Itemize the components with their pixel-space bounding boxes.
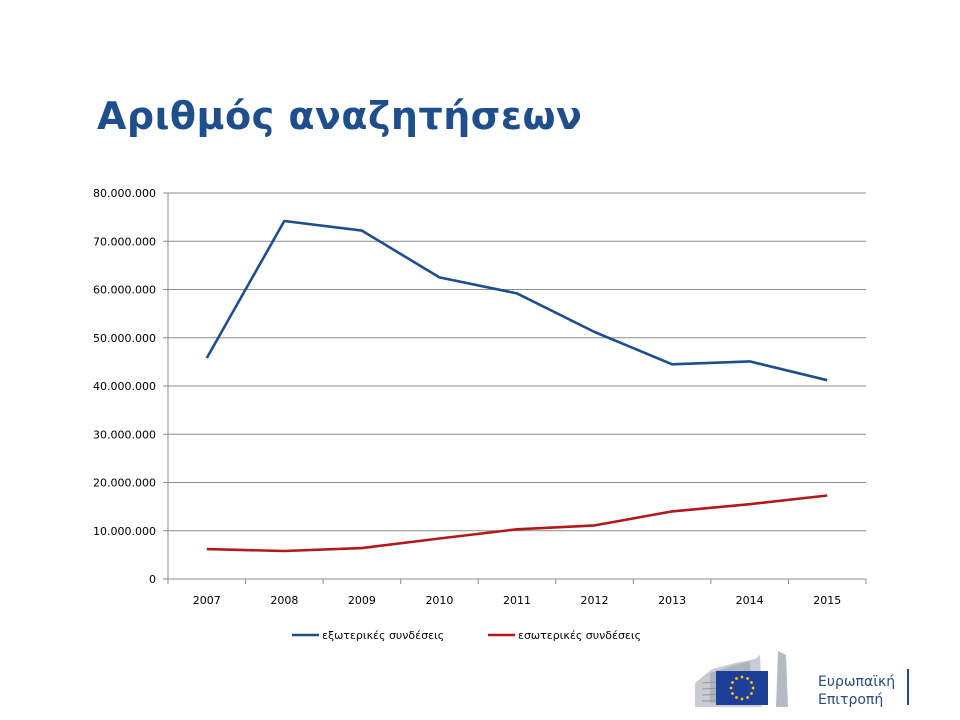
flag-star-icon xyxy=(729,686,733,690)
chart-series xyxy=(205,219,828,553)
x-tick-label: 2012 xyxy=(581,594,609,607)
flag-star-icon xyxy=(740,675,744,679)
flag-star-icon xyxy=(746,677,749,680)
chart-legend: εξωτερικές συνδέσεις εσωτερικές συνδέσεις xyxy=(292,629,641,642)
flag-star-icon xyxy=(735,696,738,699)
y-tick-label: 20.000.000 xyxy=(93,477,156,490)
slide-title: Αριθμός αναζητήσεων xyxy=(97,94,583,138)
x-axis-ticks: 2007 2008 2009 2010 2011 2012 2013 2014 2015 xyxy=(167,579,867,607)
y-tick-label: 60.000.000 xyxy=(93,284,156,297)
series-line-2 xyxy=(206,494,828,553)
x-tick-label: 2011 xyxy=(503,594,531,607)
y-tick-label: 40.000.000 xyxy=(93,380,156,393)
x-tick-label: 2007 xyxy=(193,594,221,607)
flag-star-icon xyxy=(731,681,734,684)
x-tick-label: 2009 xyxy=(348,594,376,607)
y-tick-label: 10.000.000 xyxy=(93,525,156,538)
x-tick-label: 2008 xyxy=(270,594,298,607)
flag-star-icon xyxy=(750,681,753,684)
logo-line-2: Επιτροπή xyxy=(818,692,883,708)
y-tick-label: 30.000.000 xyxy=(93,428,156,441)
x-tick-label: 2015 xyxy=(813,594,841,607)
y-tick-label: 70.000.000 xyxy=(93,235,156,248)
flag-star-icon xyxy=(740,697,744,701)
x-tick-label: 2013 xyxy=(658,594,686,607)
y-tick-label: 50.000.000 xyxy=(93,332,156,345)
flag-star-icon xyxy=(746,696,749,699)
logo-line-1: Ευρωπαϊκή xyxy=(818,674,895,690)
eu-flag-icon xyxy=(716,671,768,705)
x-tick-label: 2010 xyxy=(425,594,453,607)
y-tick-label: 0 xyxy=(149,573,156,586)
chart-gridlines xyxy=(168,192,866,532)
y-axis-ticks: 0 10.000.000 20.000.000 30.000.000 40.000.00… xyxy=(93,187,168,586)
x-tick-label: 2014 xyxy=(736,594,764,607)
y-tick-label: 80.000.000 xyxy=(93,187,156,200)
legend-label-2: εσωτερικές συνδέσεις xyxy=(518,629,641,642)
european-commission-logo: Ευρωπαϊκή Επιτροπή xyxy=(695,651,909,708)
flag-star-icon xyxy=(750,692,753,695)
flag-star-icon xyxy=(735,677,738,680)
series-line-1 xyxy=(205,219,828,382)
flag-star-icon xyxy=(751,686,755,690)
legend-label-1: εξωτερικές συνδέσεις xyxy=(322,629,444,642)
flag-star-icon xyxy=(731,692,734,695)
